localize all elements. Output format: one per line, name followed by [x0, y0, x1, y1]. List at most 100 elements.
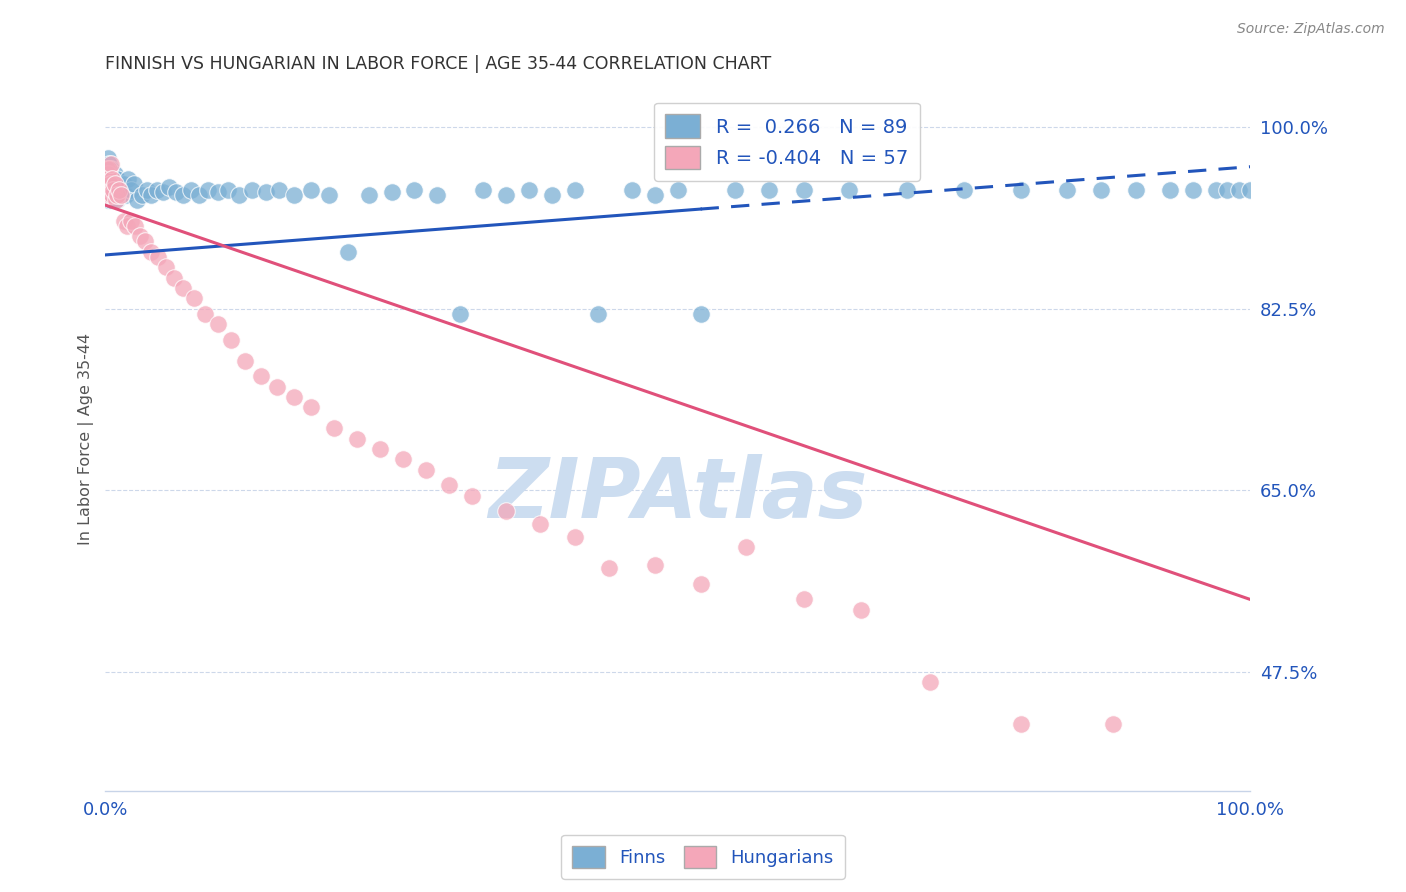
Point: [689, 307, 711, 321]
Point: [1010, 717, 1032, 731]
Point: [540, 187, 562, 202]
Point: [207, 318, 229, 332]
Point: [1205, 183, 1227, 197]
Point: [107, 178, 129, 192]
Point: [564, 530, 586, 544]
Point: [392, 452, 415, 467]
Legend: Finns, Hungarians: Finns, Hungarians: [561, 835, 845, 879]
Point: [96, 161, 118, 176]
Point: [96, 167, 118, 181]
Point: [115, 187, 138, 202]
Point: [620, 183, 643, 197]
Point: [194, 307, 217, 321]
Point: [793, 183, 815, 197]
Point: [495, 187, 517, 202]
Point: [146, 183, 169, 197]
Point: [180, 183, 202, 197]
Point: [97, 161, 120, 176]
Point: [254, 185, 277, 199]
Point: [380, 185, 402, 199]
Point: [100, 193, 122, 207]
Point: [103, 178, 125, 192]
Y-axis label: In Labor Force | Age 35-44: In Labor Force | Age 35-44: [79, 333, 94, 545]
Point: [666, 183, 689, 197]
Point: [517, 183, 540, 197]
Point: [104, 193, 127, 207]
Point: [1090, 183, 1112, 197]
Point: [404, 183, 426, 197]
Point: [838, 183, 860, 197]
Point: [135, 183, 157, 197]
Point: [163, 270, 186, 285]
Point: [117, 172, 139, 186]
Point: [449, 307, 471, 321]
Text: ZIPAtlas: ZIPAtlas: [488, 455, 868, 535]
Point: [105, 172, 128, 186]
Point: [357, 187, 380, 202]
Point: [1056, 183, 1078, 197]
Point: [101, 187, 124, 202]
Point: [141, 187, 163, 202]
Point: [98, 167, 121, 181]
Point: [96, 183, 118, 197]
Point: [97, 152, 120, 166]
Text: Source: ZipAtlas.com: Source: ZipAtlas.com: [1237, 22, 1385, 37]
Point: [101, 167, 124, 181]
Point: [299, 183, 322, 197]
Point: [110, 187, 132, 202]
Point: [849, 603, 872, 617]
Point: [101, 172, 124, 186]
Point: [183, 292, 205, 306]
Point: [918, 675, 941, 690]
Point: [103, 178, 125, 192]
Point: [495, 504, 517, 518]
Point: [318, 187, 340, 202]
Point: [101, 178, 124, 192]
Point: [240, 183, 263, 197]
Point: [896, 183, 918, 197]
Point: [346, 432, 368, 446]
Point: [426, 187, 449, 202]
Point: [103, 183, 125, 197]
Point: [124, 219, 146, 233]
Point: [103, 167, 125, 181]
Point: [437, 478, 460, 492]
Point: [101, 187, 124, 202]
Point: [1181, 183, 1204, 197]
Point: [141, 244, 163, 259]
Point: [103, 183, 125, 197]
Point: [134, 235, 156, 249]
Point: [98, 187, 121, 202]
Point: [96, 183, 118, 197]
Point: [97, 172, 120, 186]
Point: [128, 229, 150, 244]
Point: [644, 187, 666, 202]
Text: FINNISH VS HUNGARIAN IN LABOR FORCE | AGE 35-44 CORRELATION CHART: FINNISH VS HUNGARIAN IN LABOR FORCE | AG…: [105, 55, 772, 73]
Point: [644, 558, 666, 573]
Point: [97, 187, 120, 202]
Point: [105, 193, 128, 207]
Point: [131, 187, 153, 202]
Point: [1101, 717, 1123, 731]
Point: [97, 193, 120, 207]
Point: [217, 183, 239, 197]
Point: [115, 219, 138, 233]
Point: [953, 183, 976, 197]
Point: [103, 187, 125, 202]
Point: [110, 187, 132, 202]
Legend: R =  0.266   N = 89, R = -0.404   N = 57: R = 0.266 N = 89, R = -0.404 N = 57: [654, 103, 920, 181]
Point: [127, 193, 149, 207]
Point: [368, 442, 391, 456]
Point: [97, 183, 120, 197]
Point: [564, 183, 586, 197]
Point: [598, 561, 620, 575]
Point: [299, 401, 322, 415]
Point: [724, 183, 747, 197]
Point: [283, 390, 305, 404]
Point: [100, 161, 122, 176]
Point: [155, 260, 177, 275]
Point: [97, 172, 120, 186]
Point: [111, 183, 134, 197]
Point: [1159, 183, 1181, 197]
Point: [97, 187, 120, 202]
